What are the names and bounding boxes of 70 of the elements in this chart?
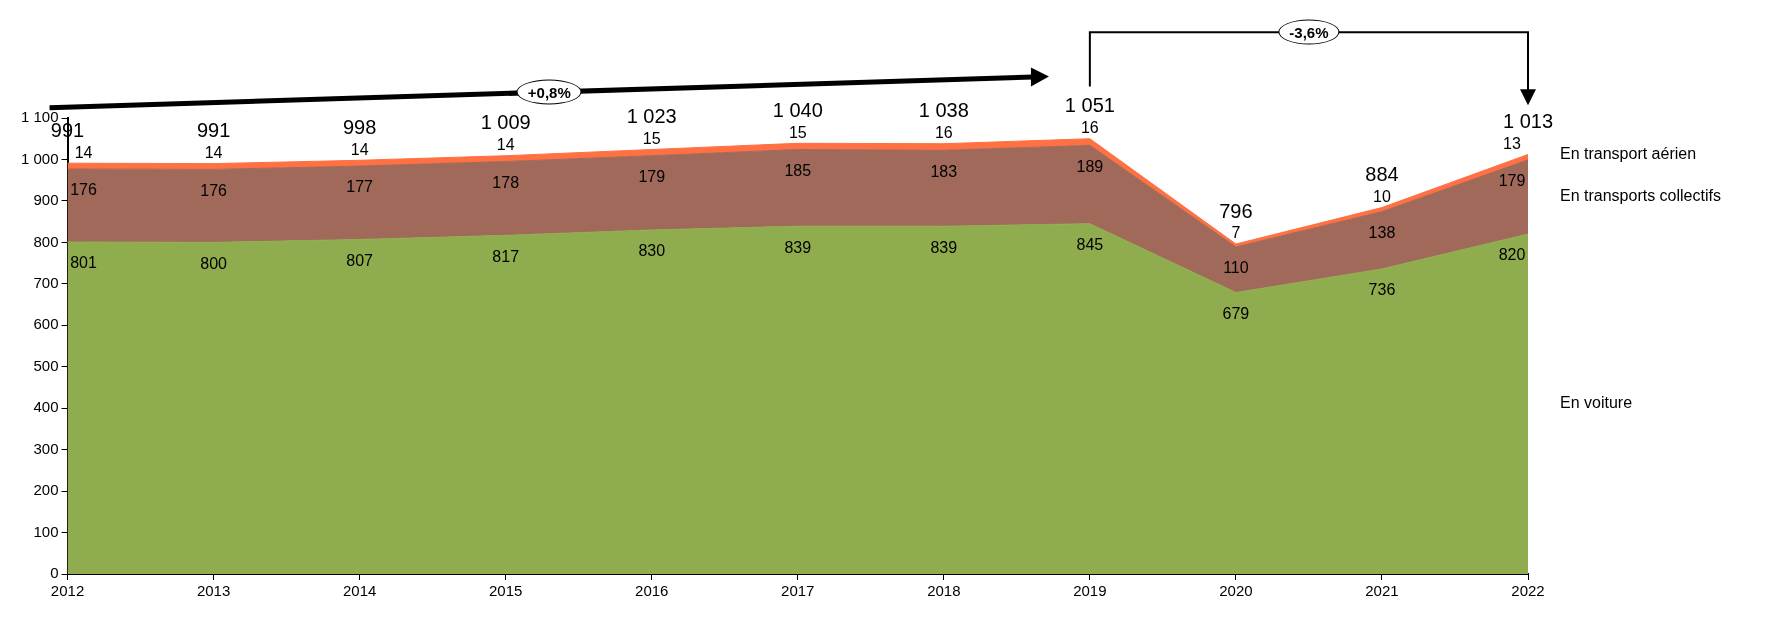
data-label: 15	[642, 129, 661, 147]
total-label: 1 040	[772, 98, 823, 121]
x-tick-label: 2022	[1511, 582, 1545, 600]
data-label: 10	[1373, 187, 1391, 205]
data-label: 15	[788, 123, 807, 141]
text: En transport aérien	[1560, 144, 1697, 162]
text: +0,8%	[516, 79, 582, 105]
x-tick-label: 2012	[50, 582, 85, 600]
data-label: 177	[346, 178, 374, 196]
data-label: 189	[1076, 157, 1104, 175]
total-label: 991	[196, 119, 231, 142]
y-tick-label: 1 000	[20, 149, 59, 167]
data-label: 110	[1223, 259, 1249, 277]
data-label: 14	[350, 140, 369, 158]
data-label: 178	[492, 173, 520, 191]
data-label: 138	[1368, 224, 1396, 242]
total-label: 1 051	[1064, 94, 1115, 117]
data-label: 736	[1368, 281, 1396, 299]
data-label: 817	[492, 247, 520, 265]
series-label: En voiture	[1560, 394, 1633, 412]
total-label: 1 038	[918, 99, 969, 122]
x-tick-label: 2018	[927, 582, 961, 600]
x-tick-label: 2016	[635, 582, 669, 600]
data-label: 830	[638, 242, 666, 260]
data-label: 820	[1498, 246, 1526, 264]
y-tick-label: 900	[33, 191, 59, 209]
y-tick-label: 300	[33, 439, 59, 457]
data-label: 839	[784, 238, 812, 256]
total-label: 1 013	[1502, 110, 1554, 132]
total-label: 884	[1365, 163, 1399, 186]
data-label: 176	[200, 181, 228, 199]
x-tick-label: 2017	[781, 582, 815, 600]
total-label: 796	[1219, 199, 1253, 222]
total-label: 998	[342, 115, 377, 138]
y-tick-label: 800	[33, 232, 59, 250]
data-label: 14	[74, 143, 93, 161]
data-label: 845	[1076, 236, 1104, 254]
data-label: 183	[930, 162, 958, 180]
data-label: 179	[638, 168, 666, 186]
data-label: 801	[70, 254, 97, 272]
x-tick-label: 2014	[342, 582, 377, 600]
x-tick-label: 2019	[1073, 582, 1107, 600]
y-tick-label: 100	[33, 522, 59, 540]
data-label: 839	[930, 238, 958, 256]
y-tick-label: 400	[33, 398, 59, 416]
data-label: 679	[1222, 304, 1250, 322]
data-label: 179	[1498, 172, 1526, 190]
data-label: 807	[346, 251, 374, 269]
x-tick-label: 2021	[1365, 582, 1399, 600]
total-label: 1 023	[626, 105, 677, 128]
data-label: 16	[934, 124, 953, 142]
y-tick-label: 500	[33, 356, 59, 374]
data-label: 185	[784, 161, 812, 179]
data-label: 7	[1231, 224, 1241, 242]
data-label: 16	[1080, 119, 1099, 137]
y-tick-label: 700	[33, 273, 59, 291]
y-tick-label: 0	[50, 564, 59, 582]
data-label: 800	[200, 254, 228, 272]
y-tick-label: 200	[33, 481, 59, 499]
text: -3,6%	[1278, 19, 1340, 45]
data-label: 176	[70, 181, 97, 199]
x-tick-label: 2013	[196, 582, 231, 600]
data-label: 14	[496, 136, 515, 154]
y-tick-label: 600	[33, 315, 59, 333]
data-label: 13	[1503, 134, 1521, 152]
total-label: 1 009	[480, 111, 531, 134]
x-tick-label: 2015	[488, 582, 523, 600]
x-tick-label: 2020	[1219, 582, 1253, 600]
series-label: En transports collectifs	[1560, 187, 1721, 205]
data-label: 14	[204, 144, 223, 162]
